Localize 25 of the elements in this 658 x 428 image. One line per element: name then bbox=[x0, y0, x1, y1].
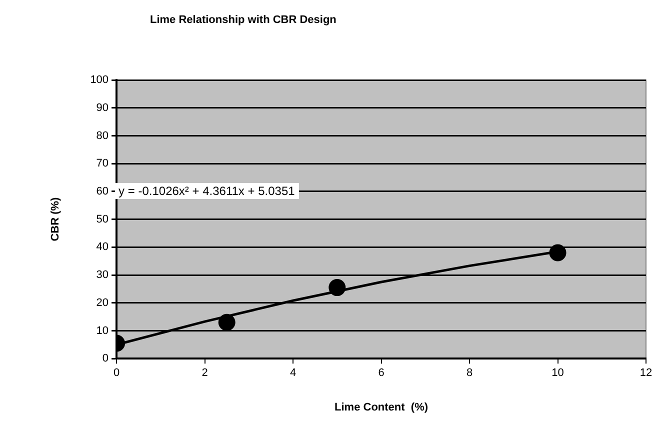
y-tick-label: 60 bbox=[96, 185, 109, 198]
chart-title: Lime Relationship with CBR Design bbox=[150, 14, 336, 26]
x-tick-label: 4 bbox=[290, 367, 296, 380]
y-tick-label: 100 bbox=[90, 74, 109, 86]
y-tick-label: 10 bbox=[96, 324, 109, 337]
x-tick-label: 8 bbox=[466, 367, 473, 380]
y-tick-label: 80 bbox=[96, 130, 109, 142]
x-axis-title: Lime Content (%) bbox=[334, 401, 428, 414]
x-tick-label: 2 bbox=[202, 367, 208, 380]
point bbox=[549, 244, 566, 262]
annotation: y = -0.1026x² + 4.3611x + 5.0351 bbox=[114, 183, 299, 200]
y-tick-label: 50 bbox=[96, 213, 109, 226]
x-tick-label: 6 bbox=[378, 367, 384, 380]
y-tick-label: 30 bbox=[96, 269, 109, 282]
y-tick-label: 70 bbox=[96, 158, 109, 170]
point bbox=[328, 279, 346, 296]
x-tick-label: 12 bbox=[640, 367, 652, 380]
point bbox=[218, 314, 236, 331]
y-axis-title: CBR (%) bbox=[50, 196, 62, 242]
y-tick-label: 40 bbox=[96, 241, 109, 254]
x-tick-label: 10 bbox=[552, 367, 564, 380]
y-tick-label: 90 bbox=[96, 102, 109, 114]
x-tick-label: 0 bbox=[113, 367, 120, 380]
y-tick-label: 20 bbox=[96, 296, 109, 309]
y-tick-label: 0 bbox=[102, 352, 109, 365]
